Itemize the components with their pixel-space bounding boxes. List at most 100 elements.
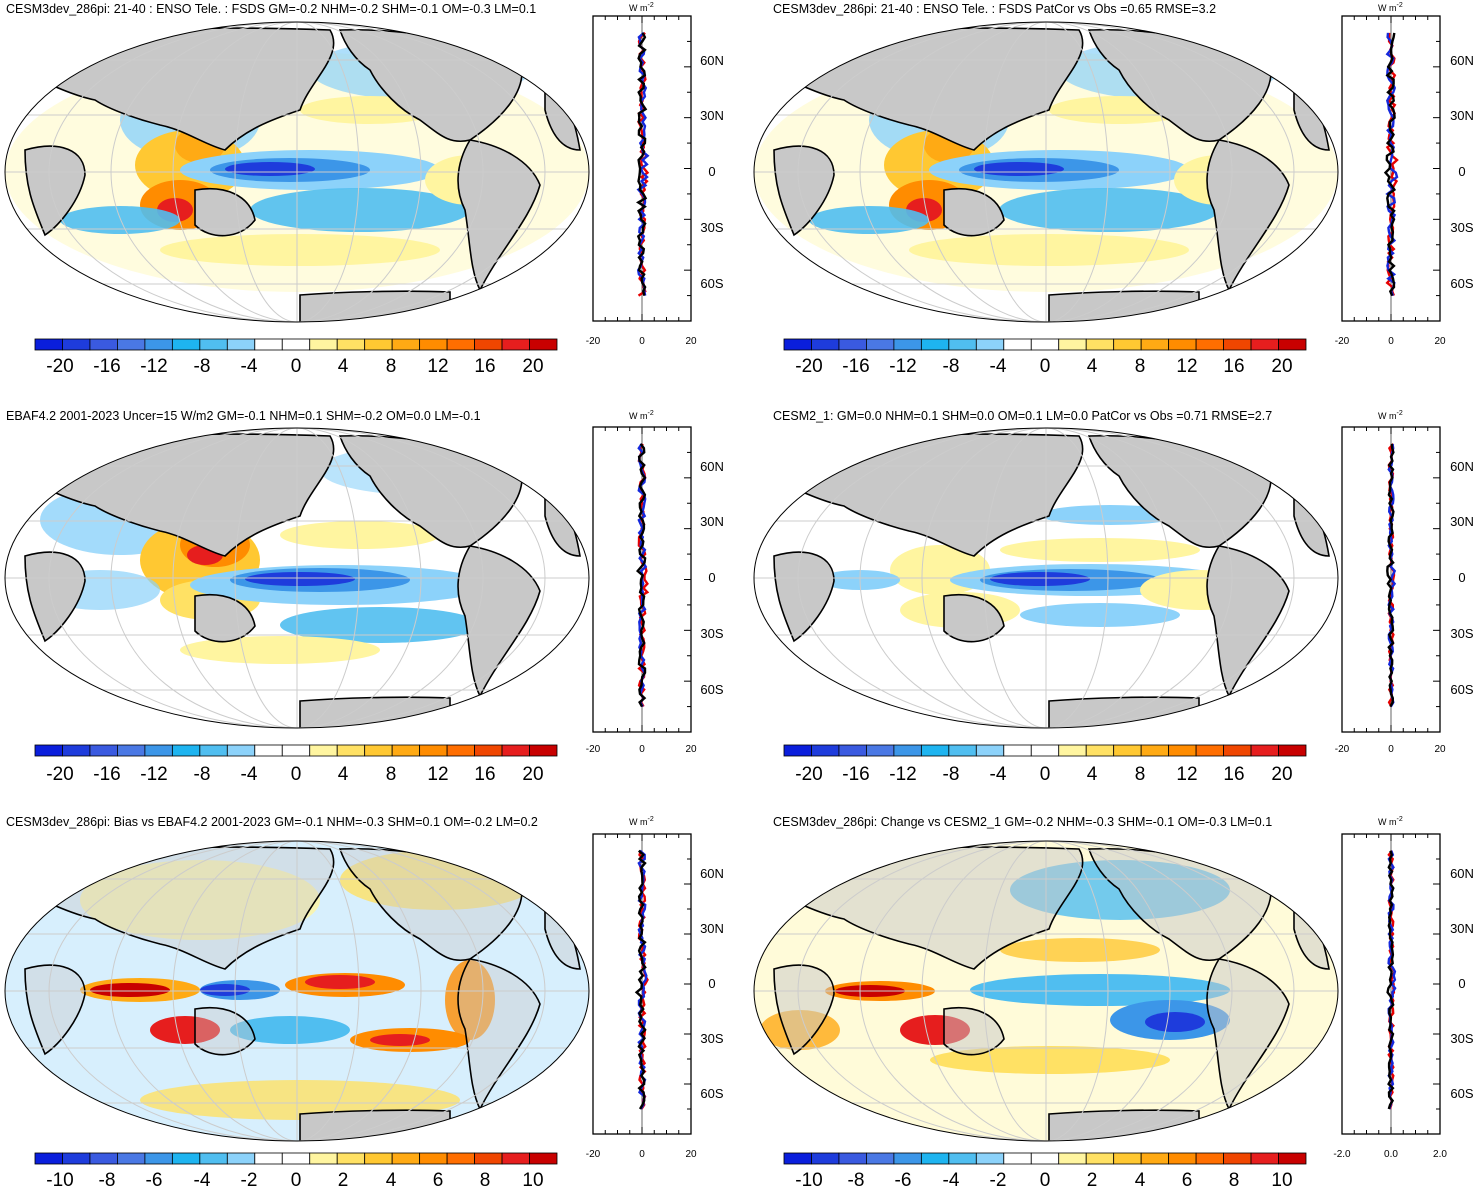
panel-title: CESM3dev_286pi: 21-40 : ENSO Tele. : FSD…	[6, 2, 536, 16]
colorbar-box	[838, 1152, 867, 1165]
zonal-profile: W m-2 -20 0 20 60N 30N 0 30S 60S	[1335, 2, 1474, 347]
colorbar-label: 12	[1176, 356, 1197, 377]
colorbar-box	[1195, 338, 1224, 351]
colorbar-label: 12	[1176, 764, 1197, 785]
colorbar: -10 -8 -6 -4 -2 0 2 4 6 8 10	[783, 1152, 1307, 1187]
colorbar-label: -16	[93, 764, 120, 785]
map-border	[4, 21, 590, 323]
colorbar-box	[783, 338, 812, 351]
colorbar-label: 4	[1087, 764, 1098, 785]
colorbar-box	[948, 1152, 977, 1165]
profile-xtick-label: 20	[685, 1149, 697, 1160]
colorbar-box	[811, 338, 840, 351]
colorbar-label: -8	[194, 764, 211, 785]
panel-title: CESM3dev_286pi: Change vs CESM2_1 GM=-0.…	[773, 815, 1272, 829]
profile-lat-label: 30S	[1450, 220, 1473, 235]
profile-lat-label: 60S	[1450, 1086, 1473, 1101]
colorbar-label: 4	[338, 764, 349, 785]
colorbar-box	[1278, 744, 1307, 757]
profile-lat-label: 60S	[1450, 276, 1473, 291]
colorbar-box	[474, 338, 503, 351]
colorbar-box	[811, 744, 840, 757]
colorbar-label: -2	[241, 1170, 258, 1187]
colorbar-label: 4	[1135, 1170, 1146, 1187]
zonal-profile: W m-2 -20 0 20 60N 30N 0 30S 60S	[586, 2, 724, 347]
map-border	[753, 840, 1339, 1142]
profile-xtick-label: 0	[639, 744, 645, 755]
colorbar-box	[474, 1152, 503, 1165]
colorbar-box	[117, 338, 146, 351]
colorbar-label: -4	[194, 1170, 211, 1187]
colorbar-label: 20	[522, 764, 543, 785]
profile-lat-label: 0	[708, 164, 715, 179]
colorbar-box	[1250, 338, 1279, 351]
map	[5, 22, 589, 322]
profile-unit: W m-2	[629, 816, 654, 827]
colorbar-label: -8	[943, 764, 960, 785]
profile-xtick-label: -20	[586, 1149, 601, 1160]
colorbar-box	[336, 744, 366, 757]
colorbar-box	[866, 744, 895, 757]
profile-xtick-label: 0	[639, 1149, 645, 1160]
colorbar-label: -20	[46, 356, 73, 377]
profile-xtick-label: -20	[586, 744, 601, 755]
zonal-profile: W m-2 -20 0 20 60N 30N 0 30S 60S	[586, 410, 724, 755]
colorbar-box	[948, 338, 977, 351]
colorbar-label: -20	[46, 764, 73, 785]
colorbar-box	[171, 338, 201, 351]
panel-2: CESM3dev_286pi: 21-40 : ENSO Tele. : FSD…	[753, 2, 1474, 377]
colorbar-box	[975, 338, 1005, 351]
profile-line-diff	[634, 849, 647, 1110]
colorbar-box	[1140, 338, 1170, 351]
colorbar-box	[89, 1152, 118, 1165]
graticule	[5, 841, 589, 1141]
colorbar-label: 8	[480, 1170, 491, 1187]
profile-lat-label: 60S	[1450, 682, 1473, 697]
profile-lat-label: 60N	[1450, 459, 1474, 474]
panel-1: CESM3dev_286pi: 21-40 : ENSO Tele. : FSD…	[4, 2, 724, 377]
profile-lat-label: 0	[1458, 164, 1465, 179]
profile-lat-label: 30N	[1450, 921, 1474, 936]
colorbar-box	[446, 1152, 475, 1165]
colorbar-box	[1058, 744, 1087, 757]
profile-lat-label: 60S	[700, 682, 723, 697]
colorbar-box	[34, 338, 63, 351]
colorbar-label: 0	[291, 356, 302, 377]
colorbar-label: 0	[291, 1170, 302, 1187]
colorbar: -20 -16 -12 -8 -4 0 4 8 12 16 20	[783, 338, 1307, 377]
colorbar-box	[893, 338, 922, 351]
colorbar-box	[117, 744, 146, 757]
profile-xtick-label: 2.0	[1433, 1149, 1447, 1160]
profile-lat-label: 60N	[700, 459, 724, 474]
map	[5, 428, 589, 728]
colorbar-box	[893, 744, 922, 757]
colorbar-label: -20	[795, 764, 822, 785]
colorbar-box	[1030, 744, 1060, 757]
colorbar-label: 0	[1040, 356, 1051, 377]
colorbar-label: 8	[386, 764, 397, 785]
colorbar-box	[199, 744, 228, 757]
colorbar-label: 4	[338, 356, 349, 377]
colorbar-label: -6	[146, 1170, 163, 1187]
profile-lat-label: 0	[708, 976, 715, 991]
colorbar-box	[391, 744, 421, 757]
map-border	[753, 427, 1339, 729]
profile-xtick-label: 0	[1388, 336, 1394, 347]
profile-xtick-label: 20	[685, 744, 697, 755]
colorbar-box	[920, 338, 950, 351]
colorbar-box	[254, 1152, 283, 1165]
profile-lat-label: 30S	[700, 1031, 723, 1046]
colorbar-label: 0	[1040, 764, 1051, 785]
profile-lat-label: 30N	[1450, 514, 1474, 529]
map	[5, 841, 589, 1141]
colorbar-box	[501, 338, 530, 351]
colorbar-box	[446, 744, 475, 757]
profile-lat-label: 30S	[1450, 626, 1473, 641]
colorbar-label: -16	[842, 764, 869, 785]
colorbar-box	[391, 338, 421, 351]
colorbar-label: 8	[1135, 764, 1146, 785]
profile-xtick-label: 0	[639, 336, 645, 347]
profile-lat-label: 0	[708, 570, 715, 585]
colorbar-box	[948, 744, 977, 757]
